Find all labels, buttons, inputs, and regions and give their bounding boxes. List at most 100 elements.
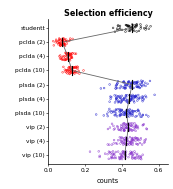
- Point: [146, 82, 149, 85]
- Point: [66, 69, 68, 72]
- Point: [141, 100, 144, 103]
- Point: [59, 57, 61, 60]
- Point: [126, 114, 128, 117]
- Point: [115, 97, 118, 100]
- Point: [121, 28, 123, 31]
- Point: [69, 39, 71, 42]
- Point: [122, 137, 124, 140]
- Point: [122, 86, 125, 89]
- Point: [141, 98, 144, 101]
- Point: [120, 127, 123, 130]
- Point: [132, 99, 135, 102]
- Point: [123, 80, 125, 83]
- Point: [130, 86, 133, 89]
- Point: [61, 38, 63, 41]
- Point: [77, 70, 80, 73]
- Point: [125, 150, 128, 153]
- Point: [63, 39, 66, 42]
- Point: [116, 24, 119, 27]
- Point: [129, 140, 132, 143]
- Point: [123, 97, 126, 100]
- Point: [127, 112, 130, 115]
- Point: [140, 155, 142, 158]
- Point: [62, 43, 65, 46]
- Point: [118, 156, 121, 159]
- Point: [124, 151, 126, 154]
- Point: [65, 38, 68, 41]
- Point: [65, 58, 67, 61]
- Point: [135, 25, 138, 28]
- Point: [126, 101, 129, 104]
- Point: [58, 55, 61, 58]
- Point: [138, 113, 141, 116]
- Point: [63, 68, 66, 71]
- Point: [116, 82, 119, 85]
- Point: [129, 25, 132, 28]
- Point: [112, 154, 114, 157]
- Point: [139, 83, 141, 86]
- Point: [115, 108, 117, 111]
- Point: [125, 126, 128, 129]
- Point: [119, 24, 121, 27]
- Point: [121, 150, 124, 153]
- Point: [125, 124, 128, 127]
- Point: [124, 139, 127, 142]
- Point: [137, 157, 140, 160]
- Point: [63, 37, 66, 40]
- Point: [131, 28, 133, 31]
- Point: [59, 43, 62, 46]
- Point: [139, 25, 142, 28]
- Point: [134, 115, 137, 118]
- Point: [135, 125, 138, 128]
- Point: [116, 29, 119, 32]
- Point: [58, 42, 61, 45]
- Point: [124, 94, 127, 97]
- Point: [130, 122, 133, 125]
- Point: [129, 82, 132, 85]
- Point: [137, 139, 140, 142]
- Point: [137, 98, 140, 101]
- Point: [110, 157, 113, 160]
- Point: [124, 111, 126, 114]
- Point: [134, 157, 136, 160]
- Point: [73, 66, 76, 69]
- Point: [122, 111, 125, 114]
- Point: [123, 110, 126, 113]
- Point: [129, 112, 131, 115]
- Point: [122, 98, 125, 101]
- Point: [70, 55, 72, 58]
- Point: [120, 108, 123, 111]
- Point: [65, 52, 68, 55]
- Point: [123, 81, 125, 84]
- Point: [111, 153, 114, 156]
- Point: [136, 84, 139, 87]
- Point: [66, 40, 69, 43]
- Point: [124, 143, 127, 146]
- Point: [117, 95, 120, 98]
- Point: [130, 113, 133, 116]
- Point: [133, 82, 136, 85]
- Point: [126, 94, 129, 97]
- Point: [122, 113, 125, 116]
- Point: [70, 67, 73, 70]
- Point: [121, 108, 123, 112]
- Point: [63, 59, 66, 62]
- Point: [128, 115, 131, 118]
- Point: [128, 25, 131, 28]
- Point: [138, 109, 140, 112]
- Point: [124, 153, 127, 156]
- Point: [132, 27, 134, 30]
- Point: [141, 95, 144, 98]
- Point: [126, 137, 129, 140]
- Point: [131, 156, 134, 159]
- Point: [122, 151, 125, 154]
- Point: [130, 98, 133, 101]
- Point: [135, 125, 138, 129]
- Point: [58, 40, 61, 43]
- Point: [110, 151, 113, 154]
- Point: [75, 52, 78, 55]
- Point: [108, 143, 111, 146]
- Point: [112, 128, 115, 131]
- Point: [98, 156, 101, 159]
- Point: [131, 155, 134, 158]
